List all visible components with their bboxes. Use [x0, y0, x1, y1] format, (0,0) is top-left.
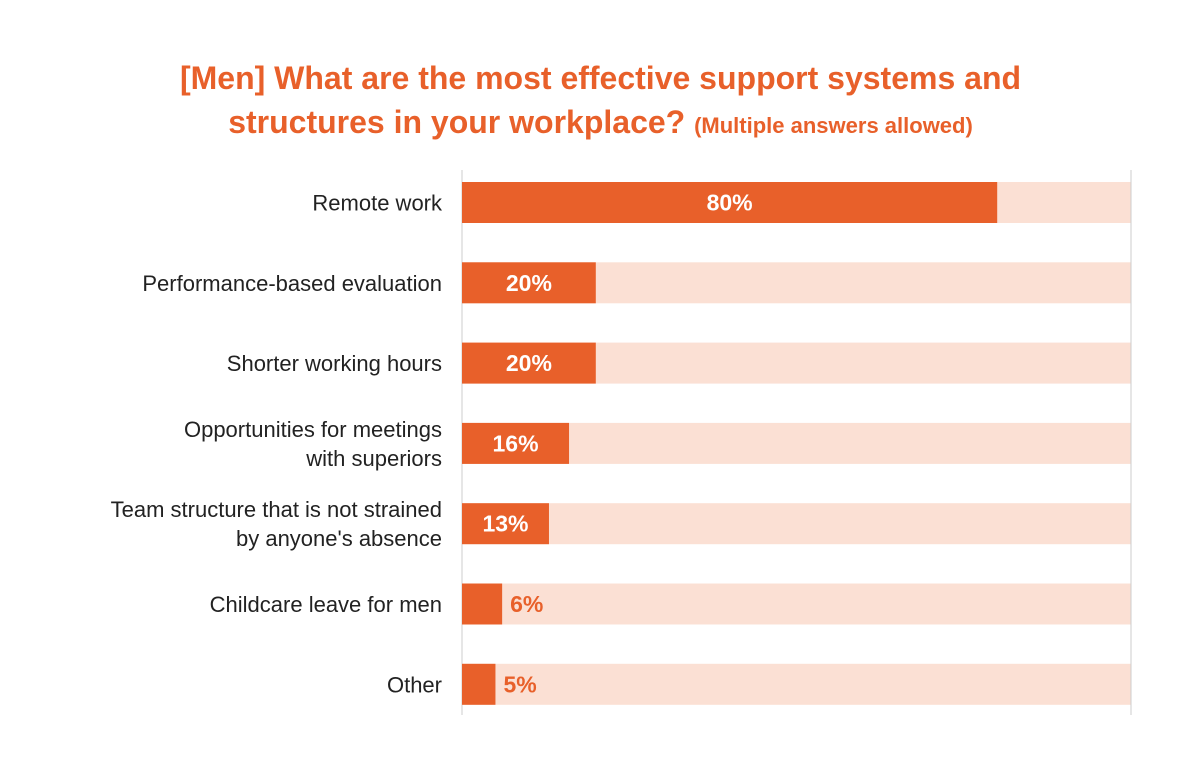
- category-label: Performance-based evaluation: [142, 270, 442, 295]
- category-label-line: with superiors: [305, 445, 442, 470]
- category-label-line: by anyone's absence: [236, 526, 442, 551]
- chart-title-line-1: [Men] What are the most effective suppor…: [179, 60, 1022, 96]
- bar-value-label: 5%: [503, 671, 536, 697]
- category-label: Team structure that is not strained by an…: [111, 497, 442, 551]
- category-label: Shorter working hours: [227, 351, 442, 376]
- bar-value-label: 80%: [707, 190, 753, 216]
- bar-track: [462, 583, 1131, 625]
- category-label-line: Remote work: [312, 190, 443, 215]
- category-label: Remote work: [312, 190, 443, 215]
- bar-value-label: 20%: [506, 270, 552, 296]
- bar-value-label: 16%: [492, 430, 538, 456]
- bar: [462, 503, 549, 545]
- bar: [462, 342, 596, 384]
- bar-value-label: 6%: [510, 591, 543, 617]
- bar: [462, 182, 998, 223]
- category-label: Childcare leave for men: [210, 592, 442, 617]
- category-label: Opportunities for meetings with superiors: [184, 416, 442, 470]
- category-label-line: Opportunities for meetings: [184, 416, 442, 441]
- chart-title-question: structures in your workplace?: [228, 104, 686, 140]
- bar: [462, 422, 570, 464]
- bar: [462, 663, 496, 705]
- category-label-line: Other: [387, 672, 442, 697]
- chart-title-note: (Multiple answers allowed): [694, 113, 973, 138]
- bar-track: [462, 663, 1131, 705]
- bar-value-label: 13%: [482, 511, 528, 537]
- category-label-line: Team structure that is not strained: [111, 497, 442, 522]
- category-label-line: Performance-based evaluation: [142, 270, 442, 295]
- bar-value-label: 20%: [506, 350, 552, 376]
- category-label: Other: [387, 672, 442, 697]
- bar-track: [462, 422, 1131, 464]
- bar: [462, 583, 503, 625]
- chart-title: [Men] What are the most effective suppor…: [0, 56, 1201, 148]
- bar-track: [462, 503, 1131, 545]
- bar: [462, 262, 596, 304]
- category-label-line: Shorter working hours: [227, 351, 442, 376]
- chart-title-line-2: structures in your workplace? (Multiple …: [0, 100, 1201, 148]
- category-label-line: Childcare leave for men: [210, 592, 442, 617]
